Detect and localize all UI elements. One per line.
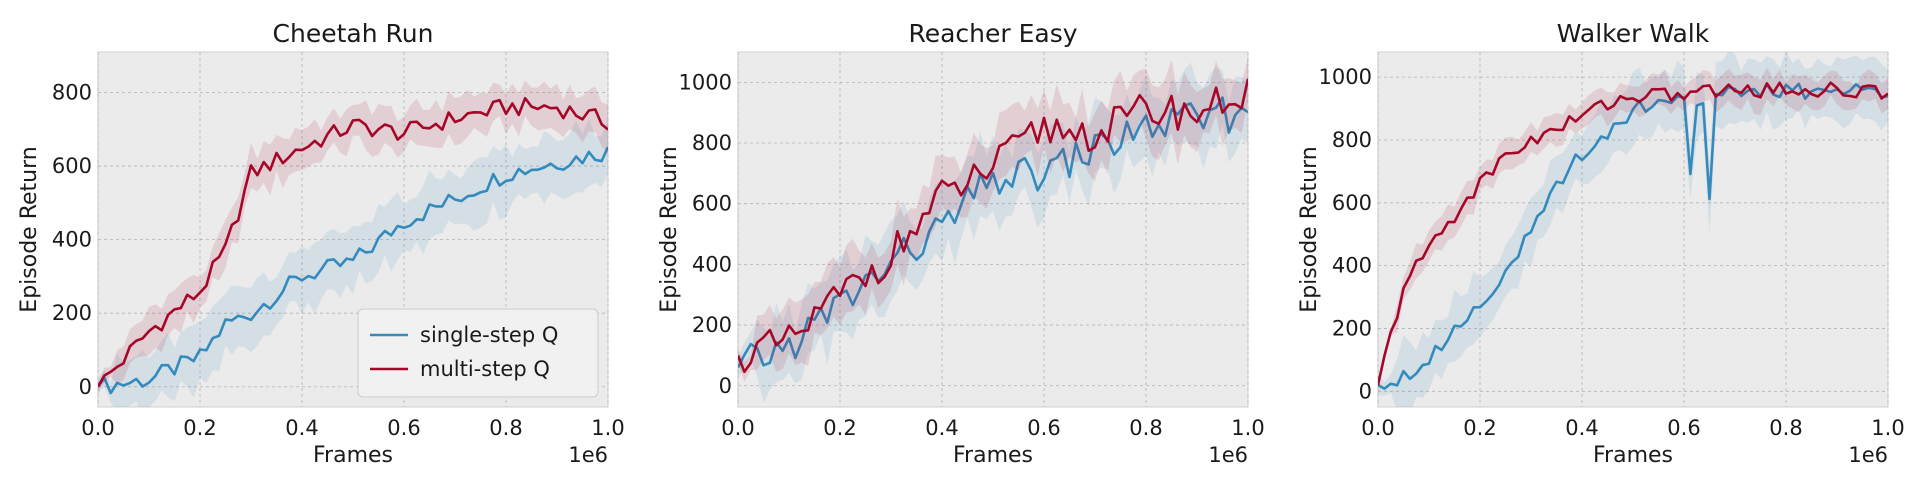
y-tick-label: 800 [52,80,92,104]
x-tick-label: 0.0 [81,416,114,440]
y-tick-label: 1000 [679,70,732,94]
plot-area [737,51,1249,408]
x-tick-label: 0.4 [285,416,318,440]
chart-title: Reacher Easy [908,19,1077,48]
x-multiplier-label: 1e6 [1848,443,1888,467]
series-band-multi [1378,67,1888,389]
y-axis-label: Episode Return [17,146,42,312]
x-axis-label: Frames [953,443,1033,468]
chart-title: Cheetah Run [273,19,434,48]
series-band-single [98,117,608,407]
y-tick-label: 600 [52,154,92,178]
y-tick-label: 200 [52,301,92,325]
x-tick-label: 0.2 [1463,416,1496,440]
x-tick-label: 0.6 [387,416,420,440]
panel-0: 0.0 0.2 0.4 0.6 0.8 1.0 0 200 400 600 800 Cheetah R… [17,19,625,468]
legend-label-multi: multi-step Q [420,357,550,381]
x-tick-label: 0.6 [1027,416,1060,440]
y-tick-label: 0 [79,375,92,399]
y-tick-label: 600 [692,192,732,216]
series-group [98,80,608,407]
x-tick-label: 0.6 [1667,416,1700,440]
x-tick-label: 0.0 [721,416,754,440]
series-band-multi [98,80,608,393]
x-tick-label: 0.4 [1565,416,1598,440]
series-band-multi [738,56,1248,382]
y-tick-label: 200 [692,313,732,337]
x-tick-label: 1.0 [1231,416,1264,440]
y-tick-label: 1000 [1319,65,1372,89]
chart-title: Walker Walk [1557,19,1710,48]
x-tick-label: 0.2 [823,416,856,440]
y-tick-label: 800 [692,131,732,155]
series-group [738,56,1248,404]
x-multiplier-label: 1e6 [1208,443,1248,467]
x-tick-label: 1.0 [1871,416,1904,440]
series-line-single [1378,82,1888,390]
y-tick-label: 0 [719,374,732,398]
x-tick-label: 1.0 [591,416,624,440]
y-tick-label: 400 [52,228,92,252]
series-line-single [98,146,608,395]
series-line-multi [738,78,1248,374]
x-tick-label: 0.8 [1769,416,1802,440]
panel-1: 0.0 0.2 0.4 0.6 0.8 1.0 0 200 400 600 800 1000 Reach… [657,19,1265,468]
y-tick-label: 800 [1332,128,1372,152]
y-axis-label: Episode Return [1297,146,1322,312]
x-axis-label: Frames [313,443,393,468]
series-line-multi [98,96,608,388]
panel-2: 0.0 0.2 0.4 0.6 0.8 1.0 0 200 400 600 800 1000 Walke… [1297,19,1905,468]
legend-label-single: single-step Q [420,323,558,347]
x-multiplier-label: 1e6 [568,443,608,467]
y-tick-label: 600 [1332,191,1372,215]
series-line-single [738,96,1248,369]
x-tick-label: 0.8 [1129,416,1162,440]
y-tick-label: 400 [1332,254,1372,278]
x-axis-label: Frames [1593,443,1673,468]
legend-box [357,308,599,398]
x-tick-label: 0.0 [1361,416,1394,440]
y-axis-label: Episode Return [657,146,682,312]
x-tick-label: 0.4 [925,416,958,440]
legend: single-step Q multi-step Q [357,308,599,398]
y-tick-label: 400 [692,252,732,276]
series-group [1378,52,1888,407]
y-tick-label: 200 [1332,316,1372,340]
x-tick-label: 0.2 [183,416,216,440]
series-line-multi [1378,81,1888,386]
y-tick-label: 0 [1359,379,1372,403]
x-tick-label: 0.8 [489,416,522,440]
